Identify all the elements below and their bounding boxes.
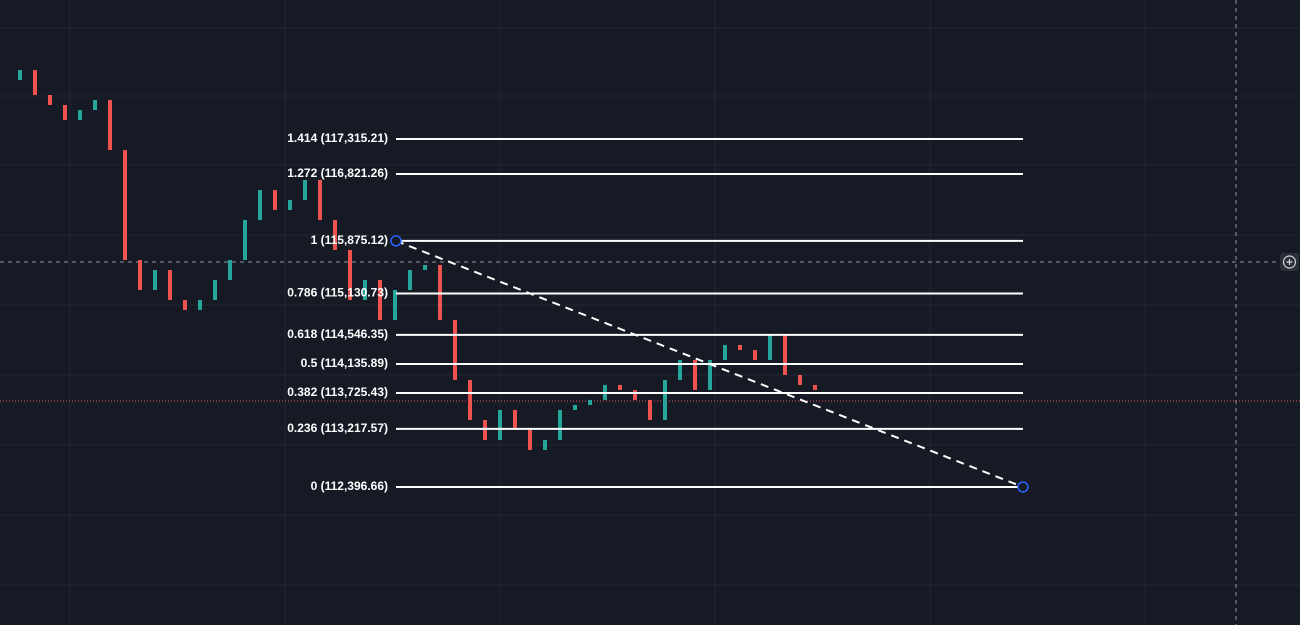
candle	[483, 419, 487, 440]
candle	[33, 69, 37, 96]
candle	[378, 279, 382, 320]
candle	[528, 429, 532, 450]
candle	[663, 379, 667, 420]
candle	[468, 379, 472, 420]
plot: 1.414 (117,315.21) 1.272 (116,821.26) 1 (1…	[0, 69, 1300, 493]
candle	[513, 409, 517, 430]
candle	[243, 219, 247, 261]
candle	[258, 189, 262, 220]
candle	[813, 384, 817, 390]
candle	[153, 269, 157, 291]
fib-level-label: 0.382 (113,725.43)	[287, 385, 388, 399]
candle	[48, 95, 52, 105]
fib-level-label: 0 (112,396.66)	[311, 479, 388, 493]
candle	[708, 359, 712, 390]
candle	[438, 264, 442, 320]
candle	[423, 264, 427, 270]
fib-level-label: 1 (115,875.12)	[311, 233, 388, 247]
candle	[213, 279, 217, 300]
fib-level-label: 0.618 (114,546.35)	[287, 327, 388, 341]
candle	[633, 389, 637, 400]
candle	[678, 359, 682, 380]
candle	[363, 279, 367, 300]
candle	[618, 384, 622, 390]
candle	[648, 399, 652, 420]
candle	[768, 334, 772, 360]
fib-level-label: 0.786 (115,130.73)	[287, 286, 388, 300]
candle	[333, 219, 337, 250]
fib-level-label: 0.5 (114,135.89)	[301, 356, 388, 370]
candle	[273, 189, 277, 210]
candle	[318, 179, 322, 220]
anchor-point	[1017, 481, 1029, 493]
fib-level-label: 1.414 (117,315.21)	[287, 131, 388, 145]
candle	[753, 349, 757, 360]
candle	[63, 104, 67, 120]
candle	[783, 334, 787, 375]
fib-level-label: 0.236 (113,217.57)	[287, 421, 388, 435]
candle	[798, 374, 802, 385]
candle	[183, 299, 187, 310]
candle	[288, 200, 292, 210]
candle	[123, 149, 127, 261]
candle	[498, 409, 502, 440]
candle	[558, 409, 562, 440]
candle	[78, 110, 82, 120]
candle	[693, 359, 697, 390]
candle	[588, 399, 592, 405]
candle	[453, 319, 457, 380]
add-icon-plus[interactable]	[1286, 259, 1293, 265]
candle	[408, 269, 412, 291]
candle	[108, 99, 112, 150]
anchor-point	[390, 235, 402, 247]
candle	[393, 290, 397, 320]
candle	[723, 344, 727, 360]
candle	[93, 99, 97, 111]
candle	[18, 69, 22, 81]
fib-level-label: 1.272 (116,821.26)	[287, 166, 388, 180]
add-icon[interactable]	[1282, 255, 1297, 269]
candle	[138, 260, 142, 291]
candle	[738, 344, 742, 350]
trend-line	[395, 239, 1024, 488]
candle	[303, 179, 307, 201]
candle	[198, 299, 202, 310]
candle	[168, 269, 172, 300]
candle	[573, 404, 577, 410]
add-button[interactable]	[1280, 253, 1299, 271]
candle	[348, 249, 352, 300]
candle	[228, 260, 232, 280]
candle	[543, 439, 547, 450]
